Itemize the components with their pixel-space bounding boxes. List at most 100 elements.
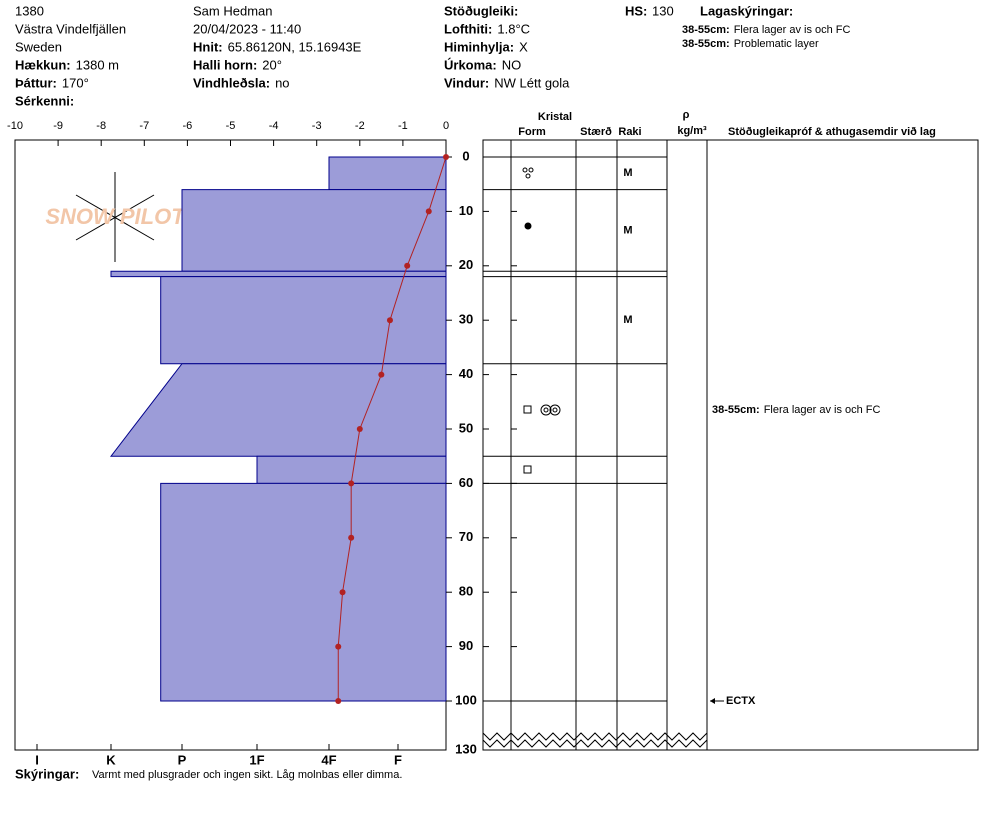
moisture: M — [623, 167, 632, 179]
x-tick-label: 0 — [443, 120, 449, 132]
note-text: Problematic layer — [734, 38, 819, 50]
col-header: Stærð — [580, 126, 612, 138]
moisture: M — [623, 314, 632, 326]
temp-point — [356, 426, 363, 432]
hardness-layer — [160, 276, 447, 365]
header-label: Stöðugleiki: — [444, 3, 518, 18]
test-result: ECTX — [726, 695, 756, 707]
col-header: Stöðugleikapróf & athugasemdir við lag — [728, 126, 936, 138]
moisture: M — [623, 224, 632, 236]
y-bottom-label: 130 — [455, 741, 477, 756]
y-tick-label: 40 — [459, 366, 473, 381]
x-tick-label: -3 — [312, 120, 322, 132]
hardness-label: I — [35, 752, 39, 767]
temp-point — [335, 643, 342, 650]
hardness-layer — [109, 363, 447, 457]
header-value: NW Létt gola — [494, 75, 570, 90]
logo: SNOW PILOT — [45, 204, 186, 229]
header-value: no — [275, 75, 289, 90]
header-value: 170° — [62, 75, 89, 90]
logo-flake — [75, 172, 155, 262]
comment-label: 38-55cm: — [712, 404, 760, 416]
x-tick-label: -8 — [96, 120, 106, 132]
header-label: Hnit: — [193, 39, 223, 54]
temp-point — [378, 371, 385, 378]
header-value: 1.8°C — [497, 21, 530, 36]
temp-point — [335, 698, 342, 704]
y-tick-label: 10 — [459, 203, 473, 218]
temp-point — [339, 589, 346, 596]
zigzag — [482, 739, 708, 748]
arrow-head — [710, 698, 715, 704]
hardness-label: F — [394, 752, 402, 767]
col-header: Form — [518, 126, 546, 138]
temp-point — [348, 480, 355, 487]
note-text: Flera lager av is och FC — [734, 24, 851, 36]
header-label: Vindur: — [444, 75, 489, 90]
header-label: Lofthiti: — [444, 21, 492, 36]
header-label: Úrkoma: — [444, 57, 497, 72]
hs-value: 130 — [652, 3, 674, 18]
notes-title: Lagaskýringar: — [700, 3, 793, 18]
x-tick-label: -10 — [7, 120, 23, 132]
header-value: X — [519, 39, 528, 54]
header-field: Västra Vindelfjällen — [15, 21, 126, 36]
header-value: 20° — [262, 57, 282, 72]
hardness-layer — [160, 482, 447, 702]
hardness-label: P — [178, 752, 187, 767]
hardness-label: 4F — [321, 752, 336, 767]
col-header: Kristal — [538, 111, 572, 123]
header-label: Himinhylja: — [444, 39, 514, 54]
header-field: 1380 — [15, 3, 44, 18]
hardness-layer — [181, 189, 447, 272]
x-tick-label: -1 — [398, 120, 408, 132]
y-tick-label: 100 — [455, 692, 477, 707]
x-tick-label: -4 — [269, 120, 279, 132]
header-label: Sérkenni: — [15, 93, 74, 108]
hardness-layer — [110, 270, 447, 278]
temp-point — [386, 317, 393, 324]
footer-text: Varmt med plusgrader och ingen sikt. Låg… — [92, 769, 402, 781]
header-field: 20/04/2023 - 11:40 — [193, 21, 301, 36]
header-value: NO — [502, 57, 522, 72]
header-value: 1380 m — [76, 57, 119, 72]
header-value: 65.86120N, 15.16943E — [228, 39, 362, 54]
zigzag — [482, 732, 708, 741]
grain-icons — [522, 167, 561, 474]
temp-point — [404, 262, 411, 269]
note-label: 38-55cm: — [682, 38, 730, 50]
header-field: Sweden — [15, 39, 62, 54]
hs-label: HS: — [625, 3, 647, 18]
y-tick-label: 70 — [459, 529, 473, 544]
x-tick-label: -2 — [355, 120, 365, 132]
col-header: ρ — [683, 109, 690, 121]
y-tick-label: 90 — [459, 638, 473, 653]
footer-label: Skýringar: — [15, 766, 79, 781]
x-tick-label: -7 — [139, 120, 149, 132]
hardness-label: K — [106, 752, 116, 767]
header-field: Sam Hedman — [193, 3, 272, 18]
x-tick-label: -6 — [183, 120, 193, 132]
header-label: Vindhleðsla: — [193, 75, 270, 90]
note-label: 38-55cm: — [682, 24, 730, 36]
y-tick-label: 60 — [459, 475, 473, 490]
comment-text: Flera lager av is och FC — [764, 404, 881, 416]
header-label: Halli horn: — [193, 57, 257, 72]
header-label: Hækkun: — [15, 57, 71, 72]
y-tick-label: 50 — [459, 420, 473, 435]
y-tick-label: 80 — [459, 584, 473, 599]
grain-frame — [482, 139, 979, 751]
x-tick-label: -5 — [226, 120, 236, 132]
temp-point — [348, 534, 355, 541]
col-header: kg/m³ — [677, 125, 707, 137]
y-tick-label: 30 — [459, 312, 473, 327]
y-tick-label: 20 — [459, 257, 473, 272]
y-tick-label: 0 — [462, 148, 469, 163]
col-header: Raki — [618, 126, 641, 138]
hardness-label: 1F — [249, 752, 264, 767]
header-label: Þáttur: — [15, 75, 57, 90]
hardness-layer — [328, 156, 447, 191]
column-lines — [510, 140, 708, 750]
x-tick-label: -9 — [53, 120, 63, 132]
